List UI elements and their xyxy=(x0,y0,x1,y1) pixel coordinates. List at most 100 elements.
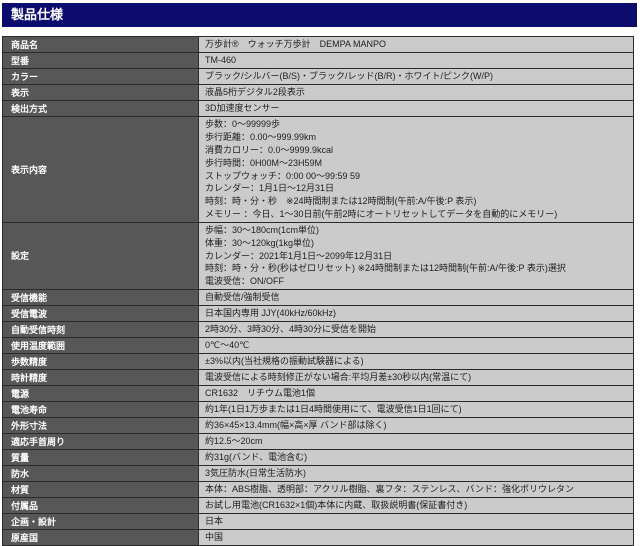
spec-value-line: CR1632 リチウム電池1個 xyxy=(205,388,316,399)
spec-value-line: 中国 xyxy=(205,532,224,543)
spec-value-line: 液晶5桁デジタル2段表示 xyxy=(205,87,305,98)
section-title: 製品仕様 xyxy=(11,7,64,22)
spec-value-line: 自動受信/強制受信 xyxy=(205,292,280,303)
table-row: 原産国 中国 xyxy=(2,528,634,546)
spec-label: 受信電波 xyxy=(2,304,199,322)
spec-value: 液晶5桁デジタル2段表示 xyxy=(198,84,634,101)
spec-label: 付属品 xyxy=(2,496,199,514)
spec-value-line: 日本国内専用 JJY(40kHz/60kHz) xyxy=(205,308,337,319)
spec-table-body: 商品名 万歩計® ウォッチ万歩計 DEMPA MANPO 型番 TM-460 カラー ブラ… xyxy=(2,36,634,546)
spec-value-line: ±3%以内(当社規格の振動試験器による) xyxy=(205,356,364,367)
table-row: 電源 CR1632 リチウム電池1個 xyxy=(2,384,634,402)
spec-value: ±3%以内(当社規格の振動試験器による) xyxy=(198,352,634,370)
spec-value-line: 体重：30～120kg(1kg単位) xyxy=(205,237,315,248)
spec-value-line: 約36×45×13.4mm(幅×高×厚 バンド部は除く) xyxy=(205,420,387,431)
spec-value-line: 歩数：0～99999歩 xyxy=(205,119,281,130)
spec-label: 型番 xyxy=(2,52,199,69)
spec-value: 0℃～40℃ xyxy=(198,336,634,354)
spec-value: 万歩計® ウォッチ万歩計 DEMPA MANPO xyxy=(198,36,634,53)
table-row: 商品名 万歩計® ウォッチ万歩計 DEMPA MANPO xyxy=(2,36,634,53)
spec-value-line: カレンダー：2021年1月1日～2099年12月31日 xyxy=(205,250,393,261)
spec-label: 自動受信時刻 xyxy=(2,320,199,338)
table-row: 材質 本体：ABS樹脂、透明部：アクリル樹脂、裏フタ：ステンレス、バンド：強化ポリ… xyxy=(2,480,634,498)
spec-value-line: 約1年(1日1万歩または1日4時間使用にて、電波受信1日1回にて) xyxy=(205,404,462,415)
spec-label: 企画・設計 xyxy=(2,512,199,530)
spec-label: 防水 xyxy=(2,464,199,482)
spec-value-line: ストップウォッチ：0:00 00～99:59 59 xyxy=(205,170,361,181)
spec-value: 歩幅：30～180cm(1cm単位) 体重：30～120kg(1kg単位) カレンダ… xyxy=(198,222,634,290)
table-row: 使用温度範囲 0℃～40℃ xyxy=(2,336,634,354)
spec-value-line: 3気圧防水(日常生活防水) xyxy=(205,468,307,479)
spec-label: 電源 xyxy=(2,384,199,402)
spec-value-line: 0℃～40℃ xyxy=(205,340,250,351)
spec-value-line: 電波受信による時刻修正がない場合:平均月差±30秒以内(常温にて) xyxy=(205,372,472,383)
spec-value-line: メモリー ：今日、1～30日前(午前2時にオートリセットしてデータを自動的にメモ… xyxy=(205,208,558,219)
spec-label: 歩数精度 xyxy=(2,352,199,370)
table-row: 表示 液晶5桁デジタル2段表示 xyxy=(2,84,634,101)
spec-value: CR1632 リチウム電池1個 xyxy=(198,384,634,402)
spec-label: 検出方式 xyxy=(2,100,199,117)
page: { "header": { "title": "製品仕様" }, "colors… xyxy=(2,3,637,546)
spec-value-line: 電波受信：ON/OFF xyxy=(205,276,284,287)
table-row: 適応手首周り 約12.5～20cm xyxy=(2,432,634,450)
spec-value: 中国 xyxy=(198,528,634,546)
spec-label: 材質 xyxy=(2,480,199,498)
spec-value: 電波受信による時刻修正がない場合:平均月差±30秒以内(常温にて) xyxy=(198,368,634,386)
table-row: 外形寸法 約36×45×13.4mm(幅×高×厚 バンド部は除く) xyxy=(2,416,634,434)
table-row: カラー ブラック/シルバー(B/S)・ブラック/レッド(B/R)・ホワイト/ピンク… xyxy=(2,68,634,85)
spec-value: TM-460 xyxy=(198,52,634,69)
spec-value: 歩数：0～99999歩 歩行距離：0.00～999.99km 消費カロリー：0.0～… xyxy=(198,116,634,223)
spec-label: 表示内容 xyxy=(2,116,199,223)
spec-value-line: 約12.5～20cm xyxy=(205,436,263,447)
spec-value-line: 約31g(バンド、電池含む) xyxy=(205,452,308,463)
spec-value-line: カレンダー：1月1日～12月31日 xyxy=(205,183,335,194)
spec-value: 3気圧防水(日常生活防水) xyxy=(198,464,634,482)
spec-label: 原産国 xyxy=(2,528,199,546)
spec-value: ブラック/シルバー(B/S)・ブラック/レッド(B/R)・ホワイト/ピンク(W/… xyxy=(198,68,634,85)
spec-value: 約36×45×13.4mm(幅×高×厚 バンド部は除く) xyxy=(198,416,634,434)
table-row: 質量 約31g(バンド、電池含む) xyxy=(2,448,634,466)
table-row: 表示内容 歩数：0～99999歩 歩行距離：0.00～999.99km 消費カロリー：… xyxy=(2,116,634,223)
spec-value: 約31g(バンド、電池含む) xyxy=(198,448,634,466)
spec-value-line: TM-460 xyxy=(205,55,237,66)
spec-value: 本体：ABS樹脂、透明部：アクリル樹脂、裏フタ：ステンレス、バンド：強化ポリウレ… xyxy=(198,480,634,498)
spec-value: 2時30分、3時30分、4時30分に受信を開始 xyxy=(198,320,634,338)
spec-value-line: 万歩計® ウォッチ万歩計 DEMPA MANPO xyxy=(205,39,386,50)
section-header: 製品仕様 xyxy=(2,3,637,27)
spec-label: 受信機能 xyxy=(2,288,199,306)
table-row: 企画・設計 日本 xyxy=(2,512,634,530)
spec-value: 自動受信/強制受信 xyxy=(198,288,634,306)
spec-table: 商品名 万歩計® ウォッチ万歩計 DEMPA MANPO 型番 TM-460 カラー ブラ… xyxy=(2,36,634,546)
table-row: 検出方式 3D加速度センサー xyxy=(2,100,634,117)
spec-value-line: 2時30分、3時30分、4時30分に受信を開始 xyxy=(205,324,377,335)
spec-value-line: 時刻：時・分・秒(秒はゼロリセット) ※24時間制または12時間制(午前:A/午… xyxy=(205,263,566,274)
spec-value: 日本 xyxy=(198,512,634,530)
spec-value: お試し用電池(CR1632×1個)本体に内蔵、取扱説明書(保証書付き) xyxy=(198,496,634,514)
spec-value: 3D加速度センサー xyxy=(198,100,634,117)
spec-value-line: ブラック/シルバー(B/S)・ブラック/レッド(B/R)・ホワイト/ピンク(W/… xyxy=(205,71,493,82)
table-row: 電池寿命 約1年(1日1万歩または1日4時間使用にて、電波受信1日1回にて) xyxy=(2,400,634,418)
table-row: 付属品 お試し用電池(CR1632×1個)本体に内蔵、取扱説明書(保証書付き) xyxy=(2,496,634,514)
table-row: 受信電波 日本国内専用 JJY(40kHz/60kHz) xyxy=(2,304,634,322)
spec-value-line: 本体：ABS樹脂、透明部：アクリル樹脂、裏フタ：ステンレス、バンド：強化ポリウレ… xyxy=(205,484,575,495)
spec-label: 適応手首周り xyxy=(2,432,199,450)
spec-label: 使用温度範囲 xyxy=(2,336,199,354)
table-row: 防水 3気圧防水(日常生活防水) xyxy=(2,464,634,482)
spec-value: 約12.5～20cm xyxy=(198,432,634,450)
spec-label: 時計精度 xyxy=(2,368,199,386)
spec-label: 質量 xyxy=(2,448,199,466)
spec-label: カラー xyxy=(2,68,199,85)
table-row: 自動受信時刻 2時30分、3時30分、4時30分に受信を開始 xyxy=(2,320,634,338)
spec-value: 日本国内専用 JJY(40kHz/60kHz) xyxy=(198,304,634,322)
table-row: 受信機能 自動受信/強制受信 xyxy=(2,288,634,306)
spec-value-line: 消費カロリー：0.0～9999.9kcal xyxy=(205,144,334,155)
spec-value: 約1年(1日1万歩または1日4時間使用にて、電波受信1日1回にて) xyxy=(198,400,634,418)
spec-value-line: 日本 xyxy=(205,516,224,527)
table-row: 歩数精度 ±3%以内(当社規格の振動試験器による) xyxy=(2,352,634,370)
spec-label: 電池寿命 xyxy=(2,400,199,418)
table-row: 型番 TM-460 xyxy=(2,52,634,69)
spec-label: 設定 xyxy=(2,222,199,290)
spec-label: 表示 xyxy=(2,84,199,101)
spec-value-line: お試し用電池(CR1632×1個)本体に内蔵、取扱説明書(保証書付き) xyxy=(205,500,468,511)
spec-value-line: 歩幅：30～180cm(1cm単位) xyxy=(205,225,320,235)
